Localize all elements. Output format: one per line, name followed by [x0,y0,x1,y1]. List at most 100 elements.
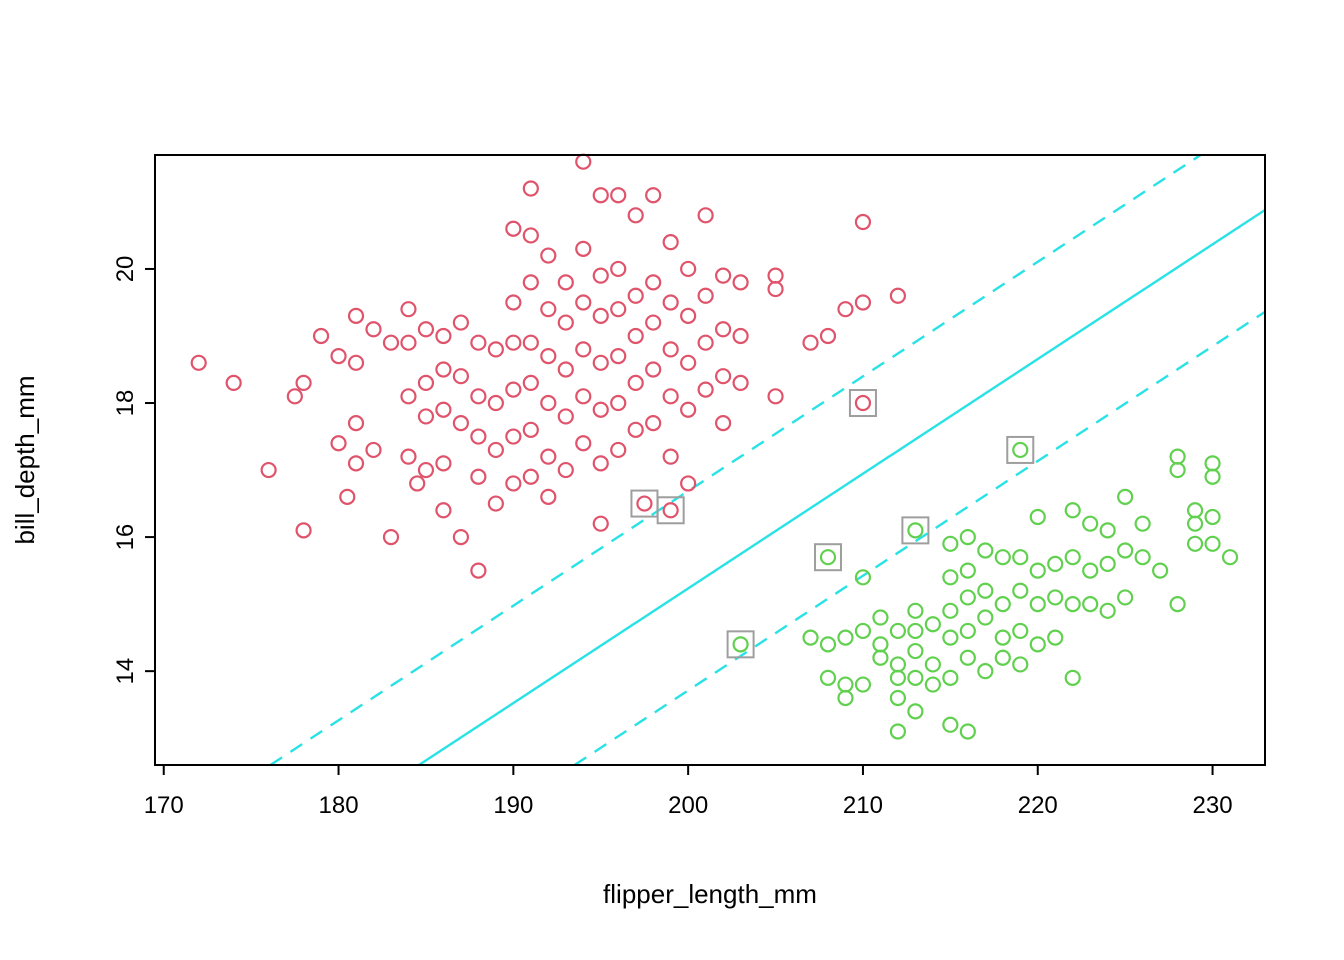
data-point-class-green [1064,502,1081,519]
data-point-class-green [994,649,1011,666]
data-point-class-green [924,676,941,693]
data-point-class-green [872,636,889,653]
data-point-class-red [365,321,382,338]
data-point-class-red [662,388,679,405]
data-point-class-red [417,321,435,338]
data-point-class-red [470,562,487,579]
data-point-class-green [872,609,889,626]
data-point-class-red [575,435,592,452]
data-point-class-red [662,502,679,519]
x-tick-label: 170 [144,792,184,819]
y-tick-label: 14 [112,658,139,685]
data-point-class-green [1047,629,1064,646]
x-axis: 170 180 190 200 210 220 230 [144,765,1233,819]
data-point-class-green [889,656,907,673]
support-vector-marker [726,630,755,659]
data-point-class-red [505,428,522,445]
data-point-class-red [715,415,732,432]
data-point-class-red [557,461,574,479]
data-point-class-green [907,703,924,720]
data-point-class-red [487,394,504,412]
data-point-class-green [1169,461,1186,479]
data-point-class-green [1204,455,1221,472]
data-point-class-red [470,428,487,445]
data-point-class-green [889,669,907,686]
support-vector-marker [656,496,685,525]
data-point-class-red [592,267,609,284]
data-point-class-red [592,401,609,418]
data-point-class-red [592,187,609,204]
data-point-class-red [365,441,382,459]
x-tick-label: 200 [668,792,708,819]
data-point-class-green [889,723,907,740]
data-point-class-red [400,334,417,351]
data-point-class-red [557,314,574,331]
data-point-class-red [382,334,400,351]
data-point-class-red [540,488,557,505]
data-point-class-green [1012,656,1029,673]
data-point-class-red [837,301,854,318]
data-point-class-green [1221,549,1239,566]
margin-line-dashed [573,310,1265,765]
x-tick-label: 230 [1193,792,1233,819]
x-tick-label: 180 [319,792,359,819]
data-point-class-red [645,274,662,291]
data-point-class-green [1029,596,1046,613]
data-points [190,153,1239,740]
data-point-class-green [1082,515,1099,532]
data-point-class-green [907,522,924,539]
data-point-class-red [435,502,452,519]
data-point-class-green [1117,542,1134,559]
data-point-class-green [1082,562,1099,579]
data-point-class-red [627,287,644,304]
data-point-class-red [470,468,487,485]
data-point-class-red [470,334,487,351]
data-point-class-green [1099,522,1116,539]
support-vector-marker [848,389,877,418]
data-point-class-red [662,294,679,311]
data-point-class-red [680,475,697,492]
data-point-class-red [627,207,644,224]
data-point-class-red [470,388,487,405]
data-point-class-red [435,401,452,418]
data-point-class-red [400,448,417,465]
data-point-class-green [977,609,994,626]
data-point-class-red [435,361,452,378]
data-point-class-red [592,354,609,371]
data-point-class-green [819,636,837,653]
x-tick-label: 210 [843,792,883,819]
data-point-class-red [645,415,662,432]
data-point-class-green [1082,596,1099,613]
data-point-class-green [1012,441,1029,459]
data-point-class-red [627,327,644,345]
data-point-class-red [522,180,539,197]
data-point-class-red [575,388,592,405]
data-point-class-red [347,307,365,324]
data-point-class-green [959,622,976,640]
decision-boundary [269,155,1265,765]
data-point-class-red [680,401,697,418]
data-point-class-green [924,656,941,673]
data-point-class-red [592,515,609,532]
data-point-class-green [1047,555,1064,573]
data-point-class-green [1064,596,1081,613]
data-point-class-green [1169,596,1186,613]
data-point-class-green [1134,515,1151,532]
data-point-class-red [697,207,714,224]
data-point-class-red [680,307,697,324]
decision-boundary-line [418,208,1265,765]
y-axis-title: bill_depth_mm [10,375,40,544]
data-point-class-red [610,441,627,459]
data-point-class-red [417,408,435,425]
data-point-class-red [347,354,365,371]
data-point-class-red [452,528,470,546]
data-point-class-green [1204,535,1221,552]
support-vector-marker [813,543,842,572]
data-point-class-red [505,381,522,398]
data-point-class-red [662,341,679,358]
x-tick-label: 190 [493,792,533,819]
data-point-class-red [697,334,714,351]
data-point-class-red [312,327,330,345]
data-point-class-green [854,622,872,640]
